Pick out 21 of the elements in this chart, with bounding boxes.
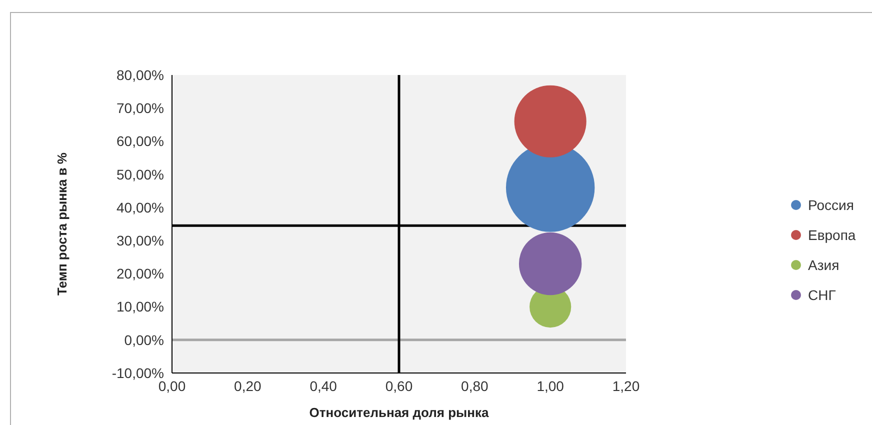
- y-tick-label: 70,00%: [116, 100, 164, 116]
- legend-label: Азия: [808, 257, 840, 273]
- y-axis-title: Темп роста рынка в %: [54, 152, 70, 296]
- y-tick-label: 50,00%: [116, 166, 164, 182]
- y-tick-label: 20,00%: [116, 266, 164, 282]
- y-tick-label: 40,00%: [116, 199, 164, 216]
- y-tick-label: 10,00%: [116, 298, 164, 315]
- y-tick-label: 80,00%: [116, 66, 164, 83]
- legend-label: СНГ: [808, 287, 836, 303]
- y-tick-label: 30,00%: [116, 232, 164, 249]
- y-tick-label: 0,00%: [124, 332, 164, 348]
- x-tick-label: 1,00: [536, 378, 564, 394]
- x-tick-label: 1,20: [612, 378, 640, 394]
- y-tick-label: 60,00%: [116, 133, 164, 150]
- x-tick-label: 0,80: [461, 378, 489, 394]
- x-tick-label: 0,60: [385, 378, 413, 394]
- x-axis-title: Относительная доля рынка: [309, 405, 490, 420]
- x-tick-label: 0,40: [310, 378, 338, 394]
- x-tick-label: 0,20: [234, 378, 262, 394]
- legend-label: Россия: [808, 197, 854, 213]
- legend-label: Европа: [808, 227, 856, 243]
